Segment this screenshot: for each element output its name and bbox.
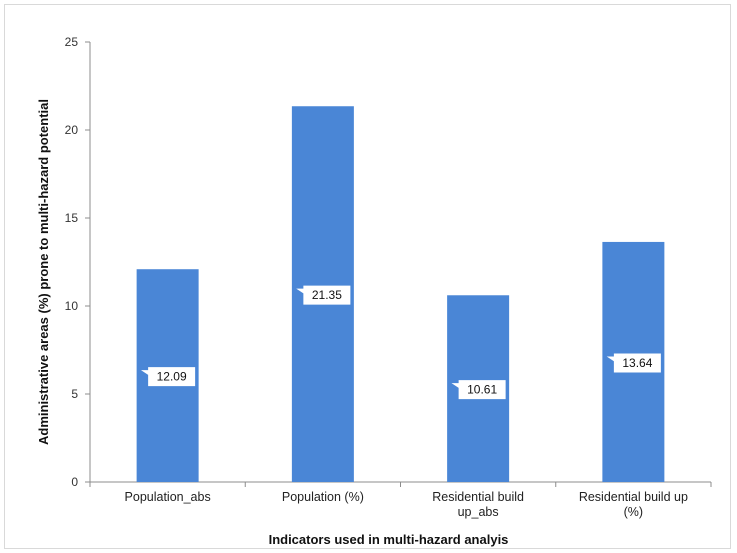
x-tick-label: Population_abs: [125, 490, 211, 504]
y-tick-label: 15: [65, 211, 79, 225]
data-labels: 12.09 21.35 10.61 13.64: [140, 285, 661, 400]
x-tick-label: Residential build up (%): [579, 490, 688, 519]
y-tick-label: 25: [65, 35, 79, 49]
data-label-box: [140, 367, 196, 387]
x-tick-label: Residential build up_abs: [432, 490, 524, 519]
data-label-callout: 10.61: [451, 380, 506, 400]
data-label-box: [606, 353, 661, 373]
data-label-callout: 13.64: [606, 353, 661, 373]
x-axis-title: Indicators used in multi-hazard analyis: [269, 532, 509, 547]
y-tick-label: 10: [65, 299, 79, 313]
data-label: 10.61: [467, 383, 497, 397]
data-label-callout: 21.35: [296, 285, 351, 305]
y-tick-label: 20: [65, 123, 79, 137]
data-label-box: [296, 285, 351, 305]
data-label-callout: 12.09: [140, 367, 196, 387]
y-axis-title: Administrative areas (%) prone to multi-…: [36, 99, 51, 445]
data-label: 21.35: [312, 288, 342, 302]
y-tick-label: 0: [71, 475, 78, 489]
y-tick-label: 5: [71, 387, 78, 401]
data-label: 13.64: [622, 356, 652, 370]
data-label: 12.09: [157, 370, 187, 384]
x-tick-label: Population (%): [282, 490, 364, 504]
bar-series: [136, 106, 665, 483]
data-label-box: [451, 380, 506, 400]
